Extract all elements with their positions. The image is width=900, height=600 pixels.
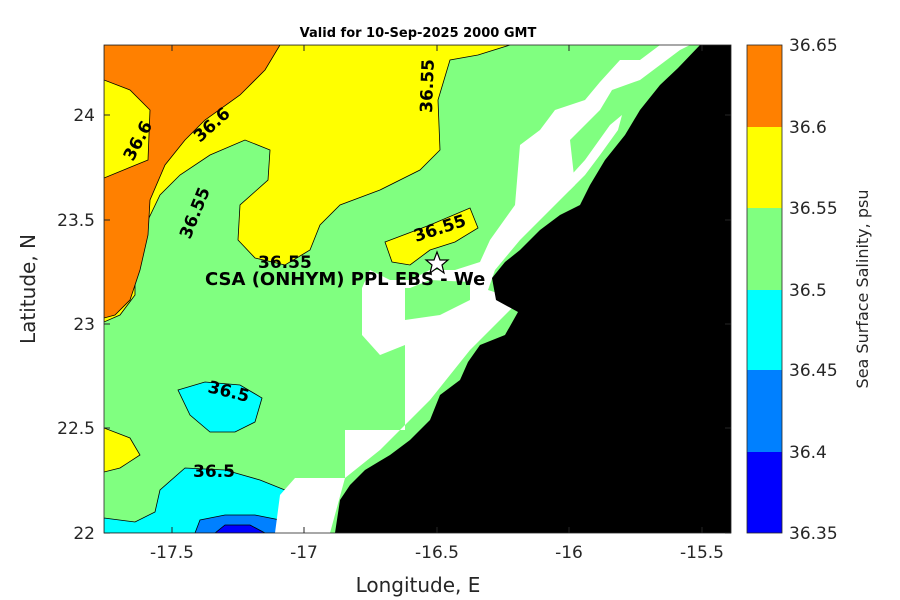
y-tick-label: 22 <box>73 524 95 544</box>
plot-frame <box>103 44 732 534</box>
y-tick-label: 22.5 <box>57 419 95 439</box>
colorbar-band-6 <box>747 45 782 127</box>
colorbar-tick-label: 36.55 <box>789 199 838 219</box>
contour-label: 36.55 <box>258 253 312 273</box>
colorbar: 36.65 36.6 36.55 36.5 36.45 36.4 36.35 S… <box>746 36 872 544</box>
salinity-band-36-4 <box>194 514 286 533</box>
map-plot-area <box>103 44 732 534</box>
x-tick-label: -16.5 <box>415 543 459 563</box>
y-tick-label: 23 <box>73 315 95 335</box>
y-tick-label: 23.5 <box>57 211 95 231</box>
contour-label: 36.55 <box>417 59 439 113</box>
contour-label: 36.5 <box>193 462 235 482</box>
peninsula-no-data <box>560 115 622 195</box>
colorbar-band-1 <box>747 452 782 533</box>
colorbar-label: Sea Surface Salinity, psu <box>853 190 872 389</box>
x-axis: -17.5 -17 -16.5 -16 -15.5 Longitude, E <box>150 45 724 597</box>
x-tick-label: -15.5 <box>680 543 724 563</box>
salinity-band-36-45-center <box>177 381 263 433</box>
salinity-band-36-6 <box>104 45 281 319</box>
colorbar-tick-label: 36.45 <box>789 361 838 381</box>
y-axis-label: Latitude, N <box>16 234 40 344</box>
colorbar-band-5 <box>747 127 782 208</box>
colorbar-band-2 <box>747 370 782 452</box>
colorbar-frame <box>746 44 783 534</box>
no-data-area-west <box>362 288 405 355</box>
salinity-band-36-55-southwest <box>104 427 141 473</box>
x-tick-label: -16 <box>555 543 583 563</box>
salinity-band-36-35 <box>214 524 266 533</box>
colorbar-tick-label: 36.4 <box>789 443 827 463</box>
salinity-band-36-55-pocket <box>384 207 479 266</box>
x-axis-label: Longitude, E <box>356 573 481 597</box>
map-title: Valid for 10-Sep-2025 2000 GMT <box>300 26 537 41</box>
x-tick-label: -17.5 <box>150 543 194 563</box>
colorbar-band-4 <box>747 208 782 290</box>
colorbar-tick-label: 36.6 <box>789 118 827 138</box>
land-mass <box>335 45 731 533</box>
station-label: CSA (ONHYM) PPL EBS - We <box>205 269 485 290</box>
colorbar-tick-label: 36.35 <box>789 524 838 544</box>
colorbar-band-3 <box>747 290 782 370</box>
y-axis: 22 22.5 23 23.5 24 Latitude, N <box>16 106 731 544</box>
y-tick-label: 24 <box>73 106 95 126</box>
colorbar-tick-label: 36.5 <box>789 281 827 301</box>
no-data-area <box>275 45 690 533</box>
x-tick-label: -17 <box>290 543 318 563</box>
colorbar-tick-label: 36.65 <box>789 36 838 56</box>
station-star-icon <box>424 250 450 275</box>
